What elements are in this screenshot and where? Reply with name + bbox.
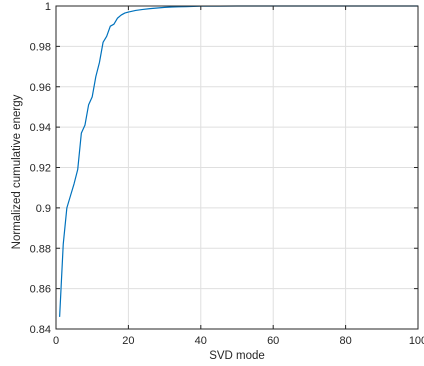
y-tick-label: 0.96 <box>30 82 51 94</box>
x-axis-label: SVD mode <box>209 350 265 362</box>
data-layer <box>59 5 418 317</box>
y-tick-label: 0.92 <box>30 163 51 175</box>
x-tick-label: 40 <box>195 335 207 347</box>
x-tick-label: 20 <box>122 335 134 347</box>
y-tick-label: 0.94 <box>30 122 51 134</box>
series-line <box>59 5 418 317</box>
grid-layer <box>56 6 418 329</box>
y-tick-label: 0.86 <box>30 284 51 296</box>
x-tick-label: 100 <box>409 335 424 347</box>
y-tick-label: 0.88 <box>30 243 51 255</box>
y-tick-label: 0.98 <box>30 41 51 53</box>
y-axis-label: Normalized cumulative energy <box>11 94 23 249</box>
y-tick-label: 0.9 <box>36 203 51 215</box>
x-tick-label: 60 <box>267 335 279 347</box>
x-tick-label: 80 <box>339 335 351 347</box>
y-tick-label: 1 <box>45 1 51 13</box>
y-tick-label: 0.84 <box>30 324 51 336</box>
x-tick-label: 0 <box>53 335 59 347</box>
tick-layer: 0 20 40 60 80 100 0.84 0.86 0.88 0.9 0.92 0.94 0.96 0… <box>30 1 424 347</box>
